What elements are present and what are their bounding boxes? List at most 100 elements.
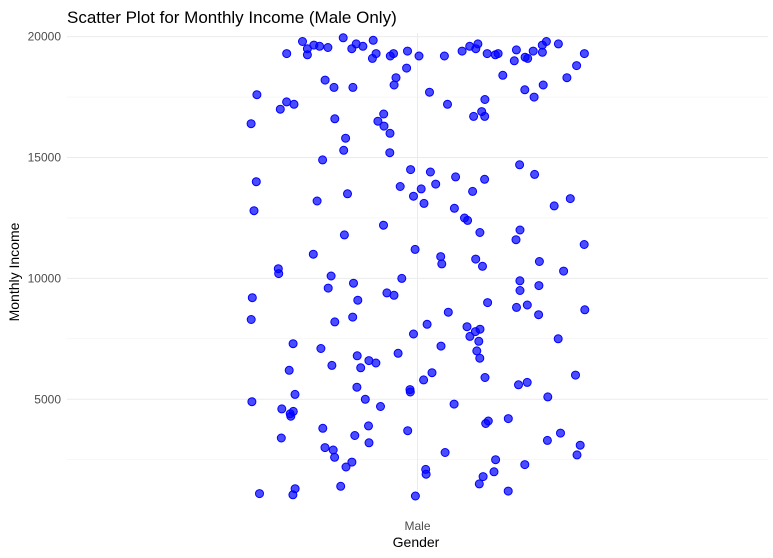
data-point <box>520 52 530 62</box>
data-point <box>318 423 328 433</box>
data-point <box>409 191 418 201</box>
data-point <box>349 278 358 288</box>
data-point <box>289 99 299 109</box>
data-point <box>511 45 521 55</box>
data-point <box>326 271 336 281</box>
data-point <box>348 82 358 92</box>
data-point <box>579 240 589 249</box>
data-point <box>419 198 429 208</box>
data-point <box>480 111 490 121</box>
data-point <box>491 455 501 465</box>
y-tick-label: 5000 <box>34 392 61 406</box>
data-point <box>347 457 357 467</box>
data-point <box>312 196 322 206</box>
data-point <box>509 56 519 66</box>
data-point <box>534 281 544 291</box>
data-point <box>580 305 590 315</box>
data-point <box>352 351 362 361</box>
data-point <box>529 92 539 102</box>
data-point <box>316 344 326 353</box>
data-point <box>308 249 318 259</box>
data-point <box>371 49 381 59</box>
data-point <box>431 179 441 189</box>
data-point <box>276 433 286 443</box>
data-point <box>252 90 262 100</box>
data-point <box>356 363 366 373</box>
x-tick-label: Male <box>404 519 430 533</box>
data-point <box>522 377 532 387</box>
data-point <box>469 111 479 121</box>
data-point <box>318 155 328 165</box>
data-point <box>449 399 459 409</box>
data-point <box>338 33 348 43</box>
data-point <box>498 70 508 80</box>
data-point <box>247 293 257 303</box>
data-point <box>471 44 481 54</box>
data-point <box>341 462 351 472</box>
data-point <box>440 448 450 457</box>
data-point <box>385 128 395 138</box>
data-point <box>443 307 453 317</box>
data-point <box>478 472 488 482</box>
chart-title: Scatter Plot for Monthly Income (Male On… <box>67 8 397 27</box>
data-point <box>416 184 426 194</box>
data-point <box>302 44 312 54</box>
data-point <box>439 51 449 61</box>
data-point <box>282 97 292 107</box>
data-point <box>419 375 429 385</box>
data-point <box>409 329 418 339</box>
data-point <box>538 80 548 90</box>
data-point <box>559 266 569 276</box>
data-point <box>277 404 287 414</box>
data-point <box>385 148 395 158</box>
data-point <box>341 133 351 143</box>
data-point <box>339 145 349 155</box>
data-point <box>471 254 481 264</box>
data-point <box>437 259 447 269</box>
grid <box>67 33 768 497</box>
data-point <box>288 339 298 349</box>
data-point <box>393 348 403 358</box>
data-point <box>406 165 416 175</box>
data-point <box>478 261 487 271</box>
data-point <box>329 82 339 92</box>
data-point <box>465 331 475 341</box>
data-point <box>522 300 532 310</box>
data-point <box>483 298 493 308</box>
data-point <box>246 315 256 324</box>
data-point <box>352 382 362 392</box>
data-point <box>320 75 330 85</box>
data-point <box>371 358 381 368</box>
data-point <box>534 257 544 266</box>
data-point <box>475 353 485 363</box>
data-point <box>410 491 420 501</box>
data-point <box>542 435 552 445</box>
data-point <box>282 49 292 59</box>
data-point <box>425 167 435 177</box>
data-point <box>336 481 346 491</box>
data-point <box>350 431 360 440</box>
data-point <box>330 114 340 124</box>
y-axis-label: Monthly Income <box>6 222 22 321</box>
data-point <box>436 252 446 262</box>
data-point <box>351 39 361 49</box>
data-point <box>395 182 405 191</box>
data-point <box>397 273 407 283</box>
data-point <box>571 370 580 380</box>
data-point <box>565 194 575 204</box>
data-point <box>389 80 399 90</box>
data-point <box>247 397 257 407</box>
data-point <box>503 414 513 424</box>
data-point <box>368 35 378 45</box>
data-point <box>391 73 401 83</box>
data-point <box>427 368 437 378</box>
data-point <box>343 189 352 199</box>
data-point <box>489 467 499 477</box>
data-point <box>246 119 256 129</box>
data-point <box>463 215 473 225</box>
data-point <box>403 46 412 56</box>
data-point <box>364 421 373 431</box>
data-point <box>515 160 525 170</box>
data-point <box>339 230 349 240</box>
data-point <box>328 445 338 455</box>
